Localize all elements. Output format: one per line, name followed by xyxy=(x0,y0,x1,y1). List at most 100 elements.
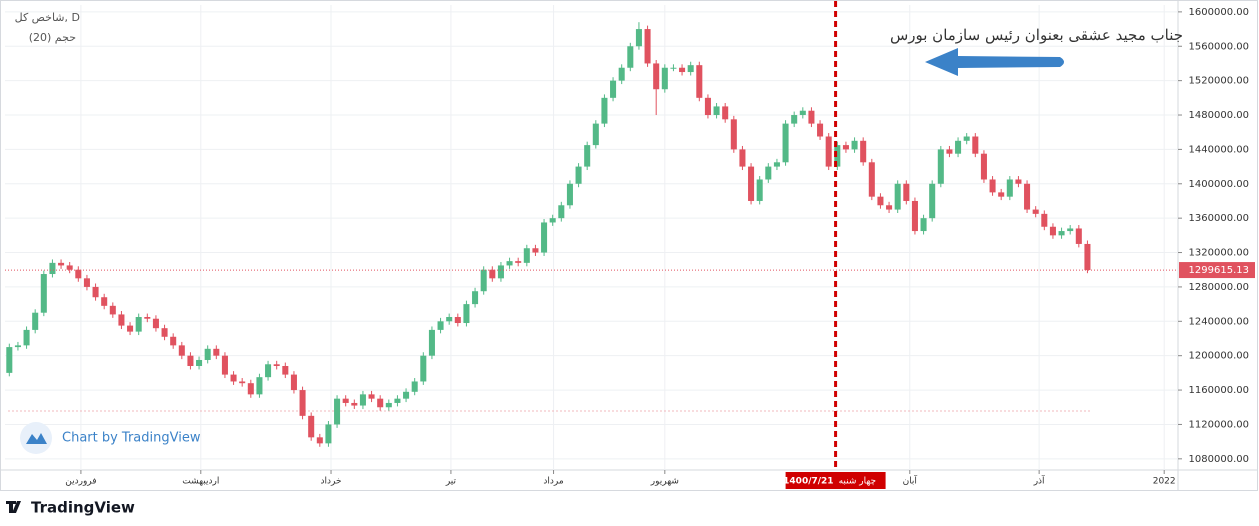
y-tick-label: 1480000.00 xyxy=(1189,110,1249,121)
candle-body xyxy=(722,106,729,120)
candle-body xyxy=(1041,213,1048,227)
candle-body xyxy=(359,394,366,406)
last-price-box xyxy=(1179,262,1255,279)
candle-body xyxy=(178,345,185,356)
candle-body xyxy=(972,136,979,154)
candle-body xyxy=(196,359,203,366)
annotation: جناب مجید عشقی بعنوان رئیس سازمان بورس xyxy=(890,26,1183,44)
x-tick-label: آبان xyxy=(903,475,918,487)
date-marker-weekday: چهار شنبه xyxy=(839,477,876,487)
candle-body xyxy=(58,262,65,266)
candle-body xyxy=(877,196,884,206)
candle-body xyxy=(506,261,513,266)
candle-body xyxy=(842,145,849,150)
candle-body xyxy=(756,179,763,201)
candle-body xyxy=(808,110,815,124)
candle-body xyxy=(851,140,858,150)
candle-body xyxy=(773,162,780,167)
candle-body xyxy=(713,106,720,116)
candle-body xyxy=(955,140,962,154)
candle-body xyxy=(670,67,677,69)
volume-label: حجم (20) xyxy=(29,31,76,44)
candle-body xyxy=(1049,226,1056,236)
candle-body xyxy=(187,355,194,366)
candle-body xyxy=(730,119,737,150)
candle-body xyxy=(1024,183,1031,210)
y-tick-label: 1080000.00 xyxy=(1189,454,1249,465)
candle-body xyxy=(635,29,642,47)
y-tick-label: 1280000.00 xyxy=(1189,282,1249,293)
x-tick-label: شهریور xyxy=(650,477,679,487)
candle-body xyxy=(420,355,427,382)
candle-body xyxy=(696,65,703,98)
candle-body xyxy=(472,291,479,305)
candle-body xyxy=(49,262,56,275)
candle-body xyxy=(221,355,228,375)
candle-body xyxy=(299,390,306,416)
candle-body xyxy=(541,222,548,253)
candle-body xyxy=(799,110,806,116)
candle-body xyxy=(368,394,375,399)
candle-body xyxy=(489,269,496,279)
candle-body xyxy=(170,336,177,346)
candle-body xyxy=(963,136,970,141)
candle-body xyxy=(256,377,263,395)
candle-body xyxy=(920,218,927,232)
candle-body xyxy=(549,218,556,223)
candle-body xyxy=(385,402,392,408)
candle-body xyxy=(929,183,936,219)
candle-body xyxy=(290,374,297,391)
candle-body xyxy=(342,398,349,403)
candle-body xyxy=(230,374,237,382)
y-tick-label: 1560000.00 xyxy=(1189,41,1249,52)
candle-body xyxy=(32,312,39,330)
candle-body xyxy=(377,398,384,408)
brand-text: TradingView xyxy=(31,499,135,517)
candle-body xyxy=(497,265,504,279)
candle-body xyxy=(860,140,867,163)
y-tick-label: 1600000.00 xyxy=(1189,7,1249,18)
candle-body xyxy=(6,347,13,373)
candle-body xyxy=(834,145,841,167)
candle-body xyxy=(135,317,142,332)
candle-body xyxy=(566,183,573,206)
candle-body xyxy=(575,166,582,184)
date-marker-date: 1400/7/21 xyxy=(783,477,833,487)
candle-body xyxy=(463,304,470,324)
candle-body xyxy=(92,286,99,298)
watermark-icon xyxy=(26,433,47,444)
candle-body xyxy=(661,67,668,90)
x-tick-label: فروردین xyxy=(65,477,96,487)
candle-body xyxy=(946,149,953,154)
candle-body xyxy=(265,364,272,378)
candle-body xyxy=(765,166,772,180)
candle-body xyxy=(989,179,996,193)
candle-body xyxy=(592,123,599,146)
candle-body xyxy=(394,398,401,403)
candle-body xyxy=(584,145,591,167)
grid xyxy=(5,5,1178,470)
candle-body xyxy=(825,136,832,167)
candle-body xyxy=(523,248,530,263)
candle-body xyxy=(894,183,901,210)
candle-body xyxy=(40,274,47,313)
x-tick-label: آذر xyxy=(1033,475,1045,487)
candle-body xyxy=(618,67,625,81)
candle-body xyxy=(144,317,151,319)
y-tick-label: 1320000.00 xyxy=(1189,248,1249,259)
candle-body xyxy=(247,383,254,395)
y-tick-label: 1520000.00 xyxy=(1189,76,1249,87)
candle-body xyxy=(334,398,341,425)
candle-body xyxy=(437,321,444,330)
symbol-label: شاخص کل, D xyxy=(15,11,80,24)
y-tick-label: 1160000.00 xyxy=(1189,385,1249,396)
candle-body xyxy=(66,265,73,270)
candle-body xyxy=(411,381,418,392)
candle-body xyxy=(446,317,453,322)
candle-body xyxy=(687,65,694,73)
candle-body xyxy=(1032,209,1039,214)
date-marker-box xyxy=(785,472,886,489)
candle-body xyxy=(1006,179,1013,197)
x-tick-label: تیر xyxy=(445,477,457,487)
last-price-label: 1299615.13 xyxy=(1189,265,1249,276)
